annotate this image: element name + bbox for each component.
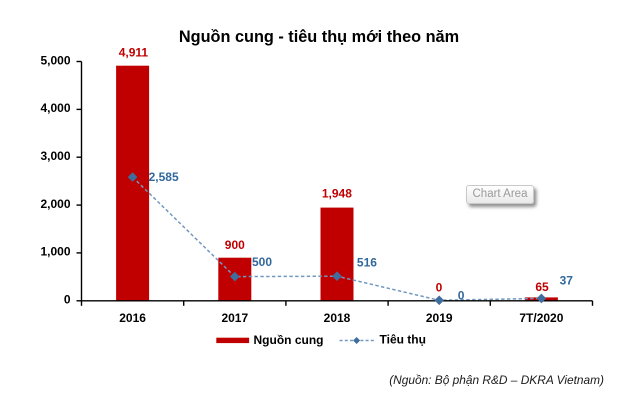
- svg-text:2016: 2016: [119, 311, 146, 325]
- svg-text:500: 500: [252, 255, 272, 269]
- svg-text:37: 37: [560, 274, 574, 288]
- svg-text:1,948: 1,948: [322, 187, 352, 201]
- svg-text:Nguồn cung - tiêu thụ mới theo: Nguồn cung - tiêu thụ mới theo năm: [179, 28, 459, 46]
- svg-text:2018: 2018: [324, 311, 351, 325]
- svg-text:(Nguồn: Bộ phận R&D – DKRA Vie: (Nguồn: Bộ phận R&D – DKRA Vietnam): [389, 373, 604, 387]
- svg-text:Nguồn cung: Nguồn cung: [254, 333, 324, 347]
- svg-text:0: 0: [436, 281, 443, 295]
- svg-text:516: 516: [357, 256, 377, 270]
- svg-text:5,000: 5,000: [40, 53, 70, 67]
- svg-text:900: 900: [225, 238, 245, 252]
- svg-text:Tiêu thụ: Tiêu thụ: [380, 333, 426, 347]
- svg-text:2017: 2017: [221, 311, 248, 325]
- svg-text:2019: 2019: [426, 311, 453, 325]
- svg-text:3,000: 3,000: [40, 149, 70, 163]
- svg-text:2,585: 2,585: [149, 170, 179, 184]
- svg-text:0: 0: [64, 293, 71, 307]
- svg-text:4,911: 4,911: [119, 46, 149, 60]
- svg-text:7T/2020: 7T/2020: [519, 311, 563, 325]
- svg-text:2,000: 2,000: [40, 197, 70, 211]
- svg-text:65: 65: [535, 280, 549, 294]
- svg-text:0: 0: [458, 289, 465, 303]
- svg-text:1,000: 1,000: [40, 245, 70, 259]
- svg-text:4,000: 4,000: [40, 101, 70, 115]
